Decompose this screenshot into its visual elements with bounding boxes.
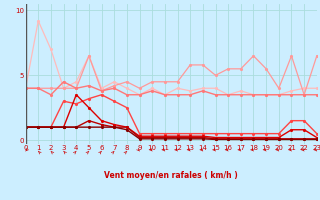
X-axis label: Vent moyen/en rafales ( km/h ): Vent moyen/en rafales ( km/h ) (104, 171, 238, 180)
